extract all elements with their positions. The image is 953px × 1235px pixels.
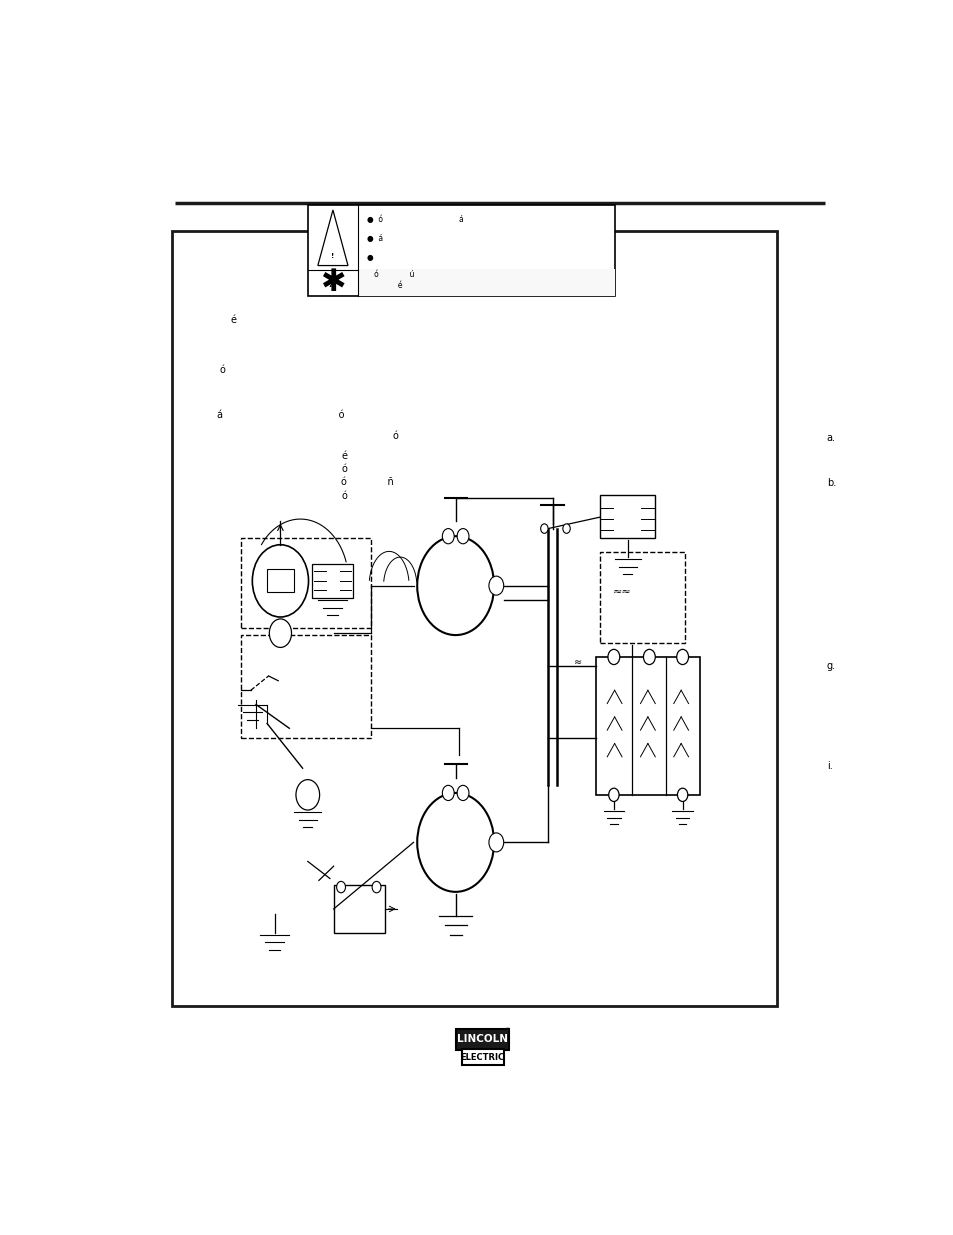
Text: ó             ñ: ó ñ <box>341 477 394 488</box>
Circle shape <box>456 785 469 800</box>
Text: !: ! <box>331 253 335 259</box>
Circle shape <box>442 785 454 800</box>
Bar <box>357 269 614 295</box>
Text: ó: ó <box>393 431 398 441</box>
Bar <box>312 563 353 598</box>
Bar <box>172 231 777 1007</box>
Circle shape <box>677 788 687 802</box>
Circle shape <box>416 536 494 635</box>
Circle shape <box>488 576 503 595</box>
Text: ●: ● <box>367 253 374 262</box>
Circle shape <box>608 788 618 802</box>
Text: á                                     ó: á ó <box>216 410 344 420</box>
Circle shape <box>416 793 494 892</box>
Text: é: é <box>230 315 236 325</box>
Text: ó: ó <box>219 366 225 375</box>
Text: b.: b. <box>826 478 835 488</box>
Circle shape <box>372 882 380 893</box>
Text: ✱: ✱ <box>320 268 345 298</box>
Circle shape <box>252 545 308 618</box>
Circle shape <box>456 529 469 543</box>
Text: i.: i. <box>826 761 832 772</box>
Text: é: é <box>341 451 347 461</box>
Bar <box>308 205 614 295</box>
Text: ●  á: ● á <box>367 233 383 243</box>
Text: ⁄⁄⁄: ⁄⁄⁄ <box>331 280 335 289</box>
Text: é: é <box>367 282 402 290</box>
Circle shape <box>442 529 454 543</box>
Text: g.: g. <box>826 662 835 672</box>
Bar <box>241 635 370 737</box>
Text: ó             ú: ó ú <box>367 270 414 279</box>
Circle shape <box>540 524 547 534</box>
Text: ●  ó                                á: ● ó á <box>367 215 463 224</box>
Bar <box>461 1049 503 1065</box>
Bar <box>267 569 294 593</box>
Bar <box>456 1029 508 1050</box>
Text: ELECTRIC: ELECTRIC <box>459 1052 504 1062</box>
Circle shape <box>562 524 570 534</box>
Text: ó: ó <box>341 464 347 474</box>
Text: a.: a. <box>826 433 835 443</box>
Bar <box>599 552 684 642</box>
Text: LINCOLN: LINCOLN <box>456 1034 507 1045</box>
Bar <box>241 538 370 629</box>
Circle shape <box>269 619 292 647</box>
Circle shape <box>676 650 688 664</box>
Bar <box>599 495 655 538</box>
Text: ó: ó <box>341 490 347 500</box>
Circle shape <box>336 882 345 893</box>
Bar <box>334 885 385 932</box>
Bar <box>596 657 699 795</box>
Text: ®: ® <box>503 1029 509 1034</box>
Circle shape <box>607 650 619 664</box>
Circle shape <box>295 779 319 810</box>
Circle shape <box>642 650 655 664</box>
Circle shape <box>488 832 503 852</box>
Text: ≈≈: ≈≈ <box>613 588 631 598</box>
Text: ≈: ≈ <box>574 657 581 667</box>
